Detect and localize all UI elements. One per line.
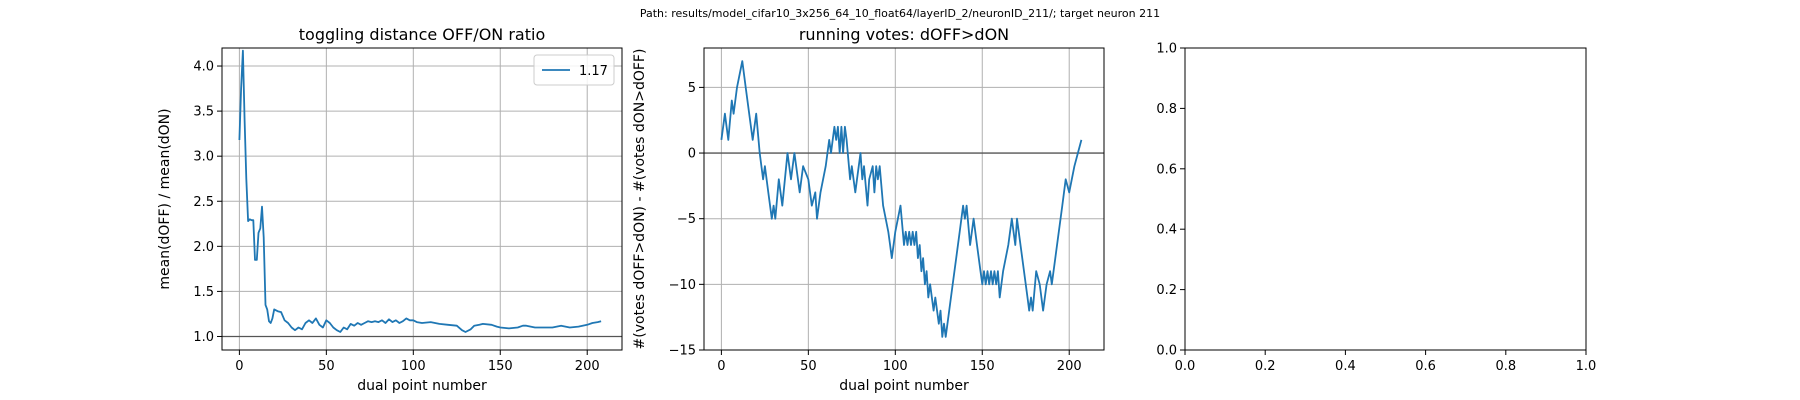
ratio-ytick-label: 3.5 <box>193 105 214 120</box>
ratio-subplot-title: toggling distance OFF/ON ratio <box>299 25 545 44</box>
empty-xtick-label: 0.6 <box>1415 359 1436 374</box>
empty-ytick-label: 0.0 <box>1156 344 1177 359</box>
votes-series-line <box>720 60 1083 338</box>
votes-ytick-label: 0 <box>688 147 696 162</box>
ratio-xtick-label: 0 <box>235 359 243 374</box>
ratio-ytick-label: 1.0 <box>193 330 214 345</box>
empty-xtick-label: 0.0 <box>1175 359 1196 374</box>
ratio-series-line <box>238 49 602 333</box>
ratio-ytick-label: 3.0 <box>193 150 214 165</box>
ratio-legend-frame <box>533 54 615 86</box>
empty-subplot: 0.0 0.2 0.4 0.6 0.8 1.0 0.0 0.2 0.4 0.6 0.8 1.0 <box>1156 42 1596 375</box>
ratio-ytick-label: 2.5 <box>193 195 214 210</box>
ratio-ytick-label: 2.0 <box>193 240 214 255</box>
ratio-ytick-label: 1.5 <box>193 285 214 300</box>
votes-xtick-label: 50 <box>800 359 817 374</box>
empty-axes-frame <box>1184 47 1587 351</box>
ratio-xtick-label: 200 <box>575 359 600 374</box>
empty-xtick-label: 0.8 <box>1495 359 1516 374</box>
votes-subplot-title: running votes: dOFF>dON <box>799 25 1009 44</box>
empty-ytick-label: 0.6 <box>1156 162 1177 177</box>
votes-xtick-label: 100 <box>883 359 908 374</box>
votes-ytick-label: −5 <box>677 212 696 227</box>
votes-axes-frame <box>703 47 1105 351</box>
figure-suptitle: Path: results/model_cifar10_3x256_64_10_… <box>640 7 1160 20</box>
ratio-xtick-label: 150 <box>488 359 513 374</box>
ratio-subplot-ylabel: mean(dOFF) / mean(dON) <box>157 108 173 289</box>
ratio-legend-label: 1.17 <box>579 64 608 79</box>
votes-ytick-label: −15 <box>669 344 696 359</box>
votes-xtick-label: 0 <box>717 359 725 374</box>
votes-xtick-label: 200 <box>1057 359 1082 374</box>
empty-xtick-label: 1.0 <box>1576 359 1597 374</box>
ratio-subplot-legend: 1.17 <box>533 54 615 86</box>
empty-xtick-label: 0.2 <box>1255 359 1276 374</box>
votes-ytick-label: −10 <box>669 278 696 293</box>
votes-xtick-label: 150 <box>970 359 995 374</box>
empty-ytick-label: 1.0 <box>1156 42 1177 57</box>
empty-ytick-label: 0.8 <box>1156 102 1177 117</box>
ratio-xtick-label: 50 <box>318 359 335 374</box>
ratio-subplot-xlabel: dual point number <box>357 378 487 394</box>
votes-subplot-xlabel: dual point number <box>839 378 969 394</box>
ratio-ytick-label: 4.0 <box>193 60 214 75</box>
empty-xtick-label: 0.4 <box>1335 359 1356 374</box>
votes-ytick-label: 5 <box>688 81 696 96</box>
empty-ytick-label: 0.4 <box>1156 223 1177 238</box>
empty-ytick-label: 0.2 <box>1156 283 1177 298</box>
votes-subplot: running votes: dOFF>dON dual point numbe… <box>632 25 1105 394</box>
ratio-subplot: toggling distance OFF/ON ratio dual poin… <box>157 25 623 394</box>
ratio-xtick-label: 100 <box>401 359 426 374</box>
ratio-axes-frame <box>221 47 623 351</box>
votes-subplot-ylabel: #(votes dOFF>dON) - #(votes dON>dOFF) <box>632 49 648 350</box>
